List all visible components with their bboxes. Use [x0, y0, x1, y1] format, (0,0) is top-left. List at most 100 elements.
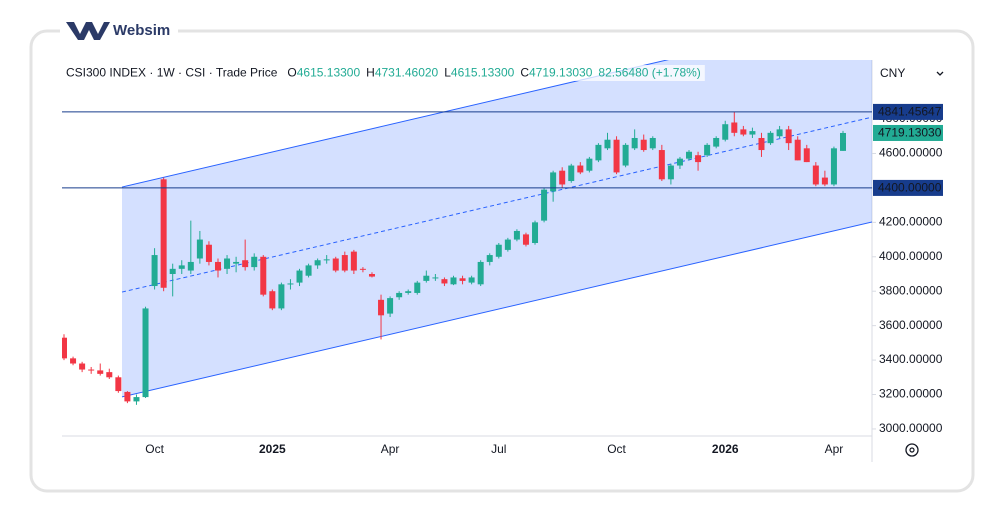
candle-body: [676, 158, 683, 166]
x-tick-label: 2025: [259, 442, 286, 456]
y-tick-label: 3000.00000: [879, 421, 943, 435]
candle-body: [378, 299, 385, 316]
candle-body: [332, 258, 339, 271]
candle-body: [178, 265, 185, 269]
candle-body: [359, 268, 366, 270]
price-line-label-bg: [873, 179, 943, 196]
candle-body: [513, 230, 520, 240]
candle-body: [441, 279, 448, 284]
legend-label: O: [287, 66, 296, 80]
candle-body: [432, 277, 439, 279]
candle-body: [341, 255, 348, 271]
legend-value: 4615.13300: [451, 66, 515, 80]
candle-body: [414, 282, 421, 293]
candle-body: [350, 251, 357, 271]
candle-body: [151, 255, 158, 287]
candle-body: [776, 129, 783, 137]
legend-label: H: [366, 66, 375, 80]
x-tick-label: Apr: [825, 442, 844, 456]
y-tick-label: 4200.00000: [879, 215, 943, 229]
candle-body: [405, 291, 412, 293]
candle-body: [187, 261, 194, 271]
y-tick-label: 3200.00000: [879, 387, 943, 401]
x-tick-label: 2026: [712, 442, 739, 456]
candle-body: [106, 372, 113, 378]
candle-body: [468, 277, 475, 283]
candle-body: [840, 132, 846, 151]
candle-body: [758, 137, 765, 151]
candle-body: [423, 275, 430, 281]
candle-body: [704, 144, 711, 156]
x-tick-label: Apr: [381, 442, 400, 456]
last-price-label: 4719.13030: [878, 126, 942, 140]
candle-body: [604, 139, 611, 149]
candle-body: [396, 292, 403, 298]
candle-body: [821, 177, 828, 185]
candle-body: [97, 370, 104, 374]
x-tick-label: Oct: [145, 442, 164, 456]
candle-body: [532, 222, 539, 244]
candle-body: [314, 260, 321, 266]
candle-body: [214, 261, 221, 271]
candle-body: [667, 165, 674, 180]
candle-body: [622, 144, 629, 166]
candle-body: [722, 124, 729, 140]
candle-body: [767, 132, 774, 144]
candle-body: [486, 255, 493, 262]
currency-chevron[interactable]: [936, 71, 944, 76]
card: [29, 29, 975, 493]
candle-body: [541, 189, 548, 221]
currency[interactable]: CNY: [880, 66, 905, 80]
y-tick-label: 4600.00000: [879, 146, 943, 160]
candle-body: [205, 244, 212, 262]
candle-body: [79, 363, 86, 370]
settings-icon[interactable]: [905, 443, 919, 457]
candle-body: [794, 139, 801, 161]
candle-body: [133, 397, 140, 402]
legend-label: C: [520, 66, 529, 80]
x-tick-label: Jul: [491, 442, 506, 456]
candle-body: [568, 165, 575, 182]
header-bg: [64, 65, 705, 81]
candle-body: [686, 151, 693, 159]
candle-body: [713, 137, 720, 147]
candle-body: [224, 258, 231, 269]
candle-body: [251, 256, 258, 268]
y-tick-label: 3400.00000: [879, 352, 943, 366]
candle-body: [595, 144, 602, 161]
candle-body: [287, 283, 294, 285]
candle-body: [278, 284, 285, 309]
channel-fill: [122, 60, 872, 397]
candle-body: [695, 155, 702, 163]
price-line-label: 4841.45647: [878, 105, 942, 119]
plot: [62, 60, 872, 405]
candle-body: [559, 170, 566, 185]
candle-body: [124, 391, 131, 402]
candle-body: [260, 256, 267, 295]
candle-body: [522, 234, 529, 245]
candle-body: [70, 358, 77, 364]
candle-body: [62, 337, 67, 359]
candle-body: [613, 139, 620, 173]
candle-body: [88, 369, 95, 371]
y-tick-label: 4000.00000: [879, 249, 943, 263]
candle-body: [803, 148, 810, 163]
candle-body: [169, 268, 176, 274]
candle-body: [160, 179, 167, 288]
candle-body: [577, 165, 584, 173]
header-title: CSI300 INDEX · 1W · CSI · Trade Price: [66, 66, 278, 80]
candle-body: [586, 158, 593, 171]
channel-upper: [121, 60, 669, 188]
candle-body: [631, 137, 638, 149]
candle-body: [296, 270, 303, 283]
price-line-label: 4400.00000: [878, 181, 942, 195]
candle-body: [740, 129, 747, 135]
candle-body: [495, 244, 502, 257]
candle-body: [450, 277, 457, 285]
price-line-label-bg: [873, 103, 943, 120]
candle-body: [323, 259, 330, 261]
channel-lower: [121, 221, 872, 398]
legend-value: 4615.13300: [297, 66, 361, 80]
x-tick-label: Oct: [607, 442, 626, 456]
